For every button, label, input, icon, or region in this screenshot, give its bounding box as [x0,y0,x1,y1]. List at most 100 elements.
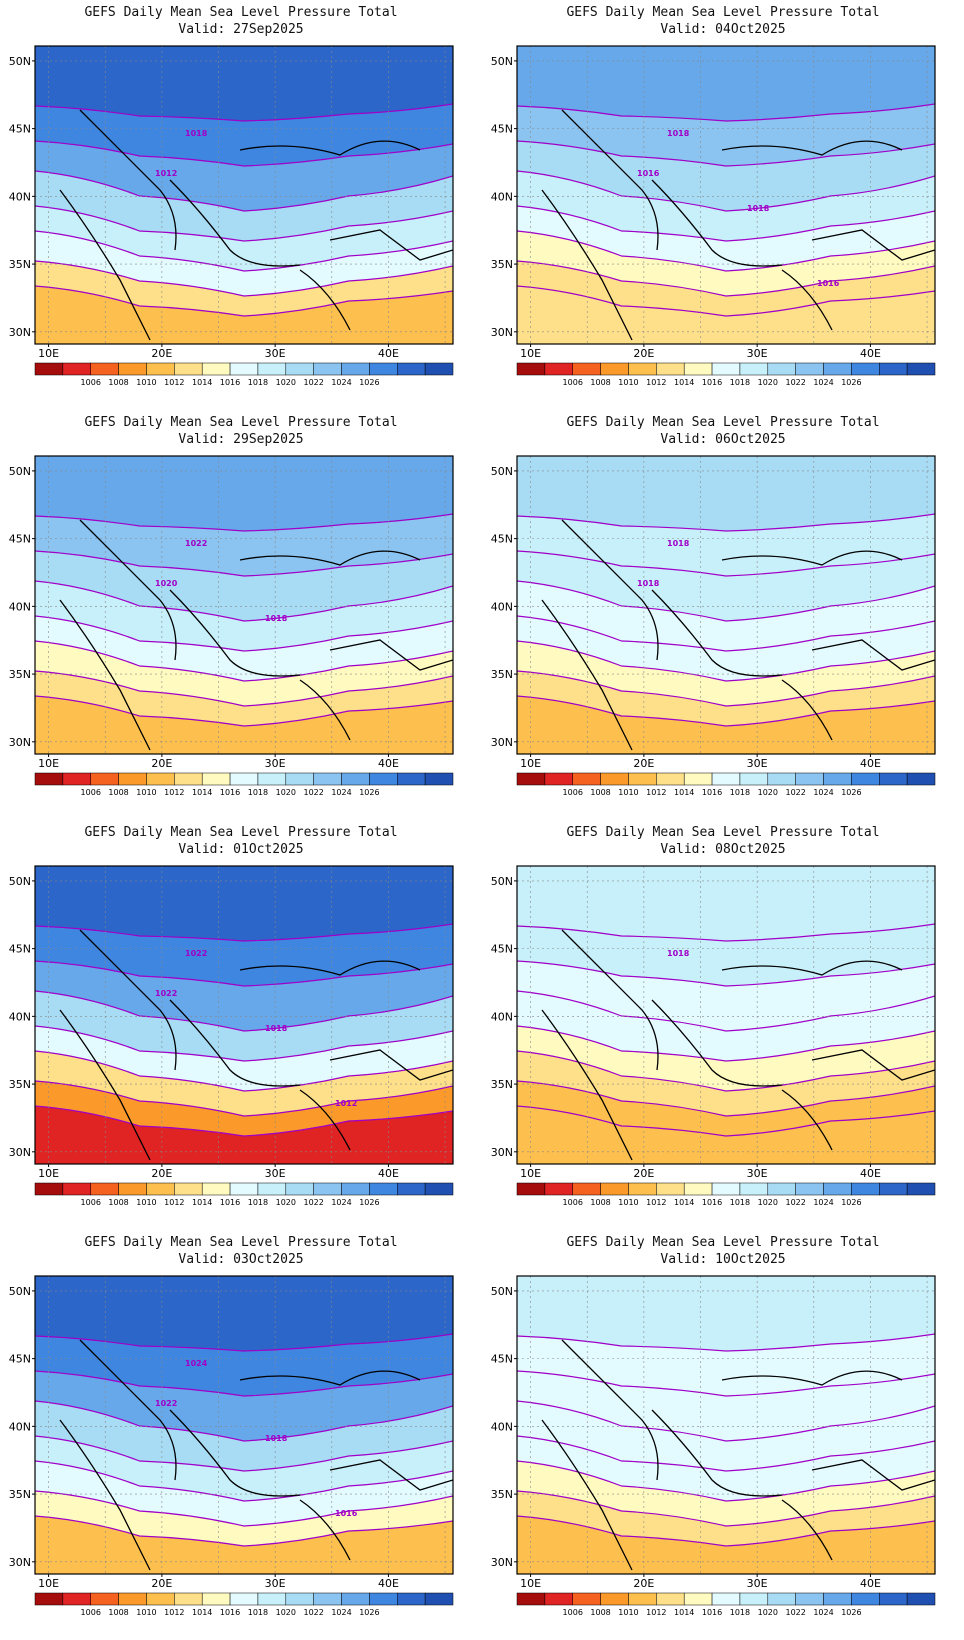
coastline [169,999,301,1087]
isobar-line [517,640,935,682]
colorbar-swatch [795,1182,824,1196]
isobar-label: 1018 [667,129,690,138]
map-panel: GEFS Daily Mean Sea Level Pressure Total… [0,1230,482,1640]
isobar-line [35,1435,453,1472]
colorbar-swatch [90,362,119,376]
colorbar-swatch [118,1592,147,1606]
colorbar-label: 1006 [81,1608,101,1617]
colorbar-swatch [229,362,259,376]
colorbar-swatch [424,772,454,786]
latitude-label: 40N [491,1420,513,1433]
colorbar-label: 1016 [220,1198,240,1207]
colorbar-label: 1026 [841,788,861,797]
colorbar-label: 1016 [220,1608,240,1617]
isobar-line [35,1460,453,1502]
colorbar-swatch [62,362,91,376]
colorbar-label: 1020 [276,378,296,387]
colorbar-swatch [397,362,426,376]
colorbar-swatch [313,1182,342,1196]
colorbar-swatch [257,1592,287,1606]
colorbar-swatch [146,1182,175,1196]
colorbar-label: 1010 [618,378,638,387]
coastline [561,519,659,661]
coastline [651,999,783,1087]
isobar-label: 1018 [265,614,288,623]
coastline [781,1499,833,1561]
coastline [651,589,783,677]
colorbar-label: 1016 [702,378,722,387]
colorbar-swatch [257,772,287,786]
colorbar-swatch [146,1592,175,1606]
latitude-label: 40N [9,1010,31,1023]
map-panel: GEFS Daily Mean Sea Level Pressure Total… [482,1230,964,1640]
isobar-label: 1018 [185,129,208,138]
latitude-label: 35N [491,668,513,681]
panel-valid-date: Valid: 27Sep2025 [178,22,304,37]
colorbar-swatch [767,772,796,786]
latitude-label: 30N [491,326,513,339]
coastline [59,1009,151,1161]
colorbar-swatch [516,1592,546,1606]
colorbar-label: 1010 [618,788,638,797]
colorbar-swatch [683,1592,713,1606]
colorbar-label: 1024 [331,378,351,387]
coastline [541,189,633,341]
pressure-map: 1022 1020 1018 50N 45N 40N 35N 30N 10E 20E 30E 40E 1… [9,455,454,797]
colorbar-swatch [34,362,64,376]
isobar-line [35,230,453,272]
colorbar-swatch [572,772,601,786]
colorbar-label: 1006 [563,1608,583,1617]
colorbar-label: 1012 [646,788,666,797]
pressure-map: 1018 1018 50N 45N 40N 35N 30N 10E 20E 30E 40E 1006 1… [491,455,936,797]
longitude-label: 30E [265,1167,286,1180]
coastline [721,140,903,156]
isobar-line [517,990,935,1032]
colorbar-swatch [906,772,936,786]
longitude-label: 10E [38,1167,59,1180]
coastline [561,109,659,251]
map-frame [34,45,454,345]
colorbar-swatch [795,362,824,376]
colorbar-swatch [174,1182,203,1196]
colorbar-swatch [711,362,741,376]
colorbar-swatch [313,362,342,376]
colorbar-label: 1008 [590,378,610,387]
latitude-label: 45N [9,123,31,136]
isobar-line [517,1400,935,1442]
latitude-label: 45N [9,1353,31,1366]
colorbar-swatch [600,362,629,376]
isobar-line [35,103,453,122]
isobar-line [35,1400,453,1442]
pressure-map: 1022 1022 1018 1012 50N 45N 40N 35N 30N 10E 20E 30E… [9,865,454,1207]
colorbar-swatch [285,1592,314,1606]
colorbar-label: 1006 [563,1198,583,1207]
colorbar-swatch [174,772,203,786]
colorbar-label: 1012 [164,1198,184,1207]
isobar-line [35,615,453,652]
colorbar-swatch [257,362,287,376]
latitude-label: 45N [491,533,513,546]
pressure-band [35,1106,453,1164]
latitude-label: 30N [491,1146,513,1159]
colorbar-label: 1010 [136,378,156,387]
colorbar-label: 1018 [248,378,268,387]
pressure-band [35,696,453,754]
colorbar-swatch [851,772,880,786]
coastline [79,519,177,661]
map-frame [516,865,936,1165]
isobar-line [35,580,453,622]
colorbar-label: 1018 [248,1198,268,1207]
isobar-line [35,1490,453,1527]
map-panel: GEFS Daily Mean Sea Level Pressure Total… [482,0,964,410]
longitude-label: 40E [860,1167,881,1180]
colorbar-label: 1014 [192,788,212,797]
colorbar-swatch [544,772,573,786]
latitude-label: 45N [491,123,513,136]
map-frame [34,455,454,755]
coastline [239,1370,421,1386]
panel-title: GEFS Daily Mean Sea Level Pressure Total [566,1235,880,1250]
colorbar-swatch [767,1182,796,1196]
colorbar-swatch [62,772,91,786]
latitude-label: 35N [9,668,31,681]
latitude-label: 50N [9,875,31,888]
